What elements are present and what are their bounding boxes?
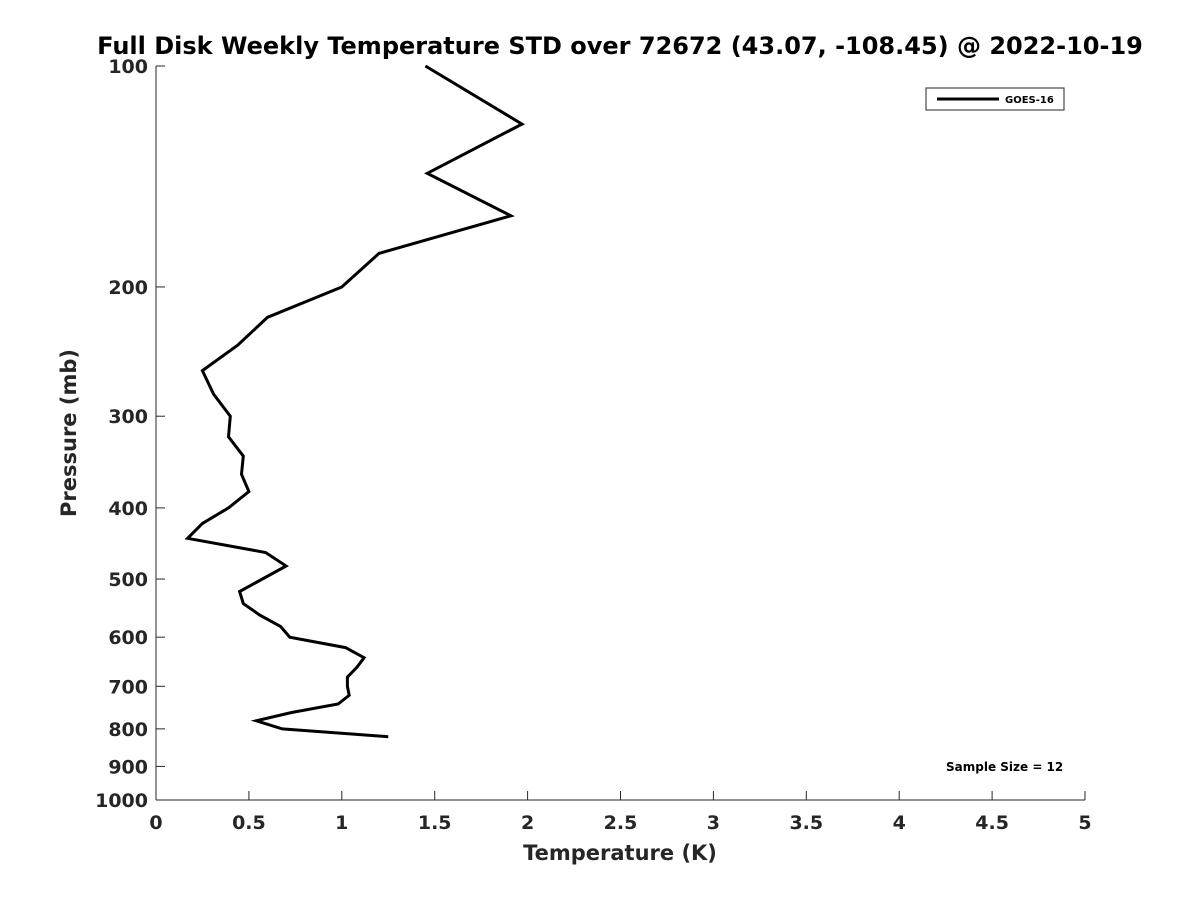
x-axis-ticks: 0 0.5 1 1.5 2 2.5 3 3.5 4 4.5 5 bbox=[149, 791, 1092, 834]
y-tick-label: 300 bbox=[108, 406, 148, 428]
x-tick-label: 5 bbox=[1078, 812, 1091, 834]
y-tick-label: 700 bbox=[108, 676, 148, 698]
x-tick-label: 2.5 bbox=[604, 812, 638, 834]
y-tick-label: 500 bbox=[108, 569, 148, 591]
series-line-goes-16 bbox=[184, 64, 526, 739]
y-tick-label: 200 bbox=[108, 277, 148, 299]
y-tick-label: 600 bbox=[108, 627, 148, 649]
legend-entry-goes-16: GOES-16 bbox=[1005, 95, 1054, 106]
x-tick-label: 2 bbox=[521, 812, 534, 834]
chart-title: Full Disk Weekly Temperature STD over 72… bbox=[97, 32, 1143, 60]
x-tick-label: 3 bbox=[707, 812, 720, 834]
sample-size-annotation: Sample Size = 12 bbox=[946, 760, 1063, 774]
x-tick-label: 4.5 bbox=[975, 812, 1009, 834]
y-axis-ticks: 100 200 300 400 500 600 700 800 900 1000 bbox=[95, 56, 165, 812]
y-tick-label: 100 bbox=[108, 56, 148, 78]
y-tick-label: 800 bbox=[108, 719, 148, 741]
x-tick-label: 0 bbox=[149, 812, 162, 834]
y-axis-label: Pressure (mb) bbox=[57, 349, 81, 517]
y-tick-label: 900 bbox=[108, 756, 148, 778]
x-tick-label: 4 bbox=[893, 812, 906, 834]
x-tick-label: 1 bbox=[335, 812, 348, 834]
y-tick-label: 1000 bbox=[95, 790, 148, 812]
plot-area bbox=[156, 66, 1085, 800]
x-tick-label: 3.5 bbox=[789, 812, 823, 834]
x-tick-label: 0.5 bbox=[232, 812, 266, 834]
x-tick-label: 1.5 bbox=[418, 812, 452, 834]
legend: GOES-16 bbox=[925, 87, 1065, 111]
series-layer bbox=[184, 64, 526, 739]
x-axis-label: Temperature (K) bbox=[523, 841, 717, 865]
y-tick-label: 400 bbox=[108, 498, 148, 520]
